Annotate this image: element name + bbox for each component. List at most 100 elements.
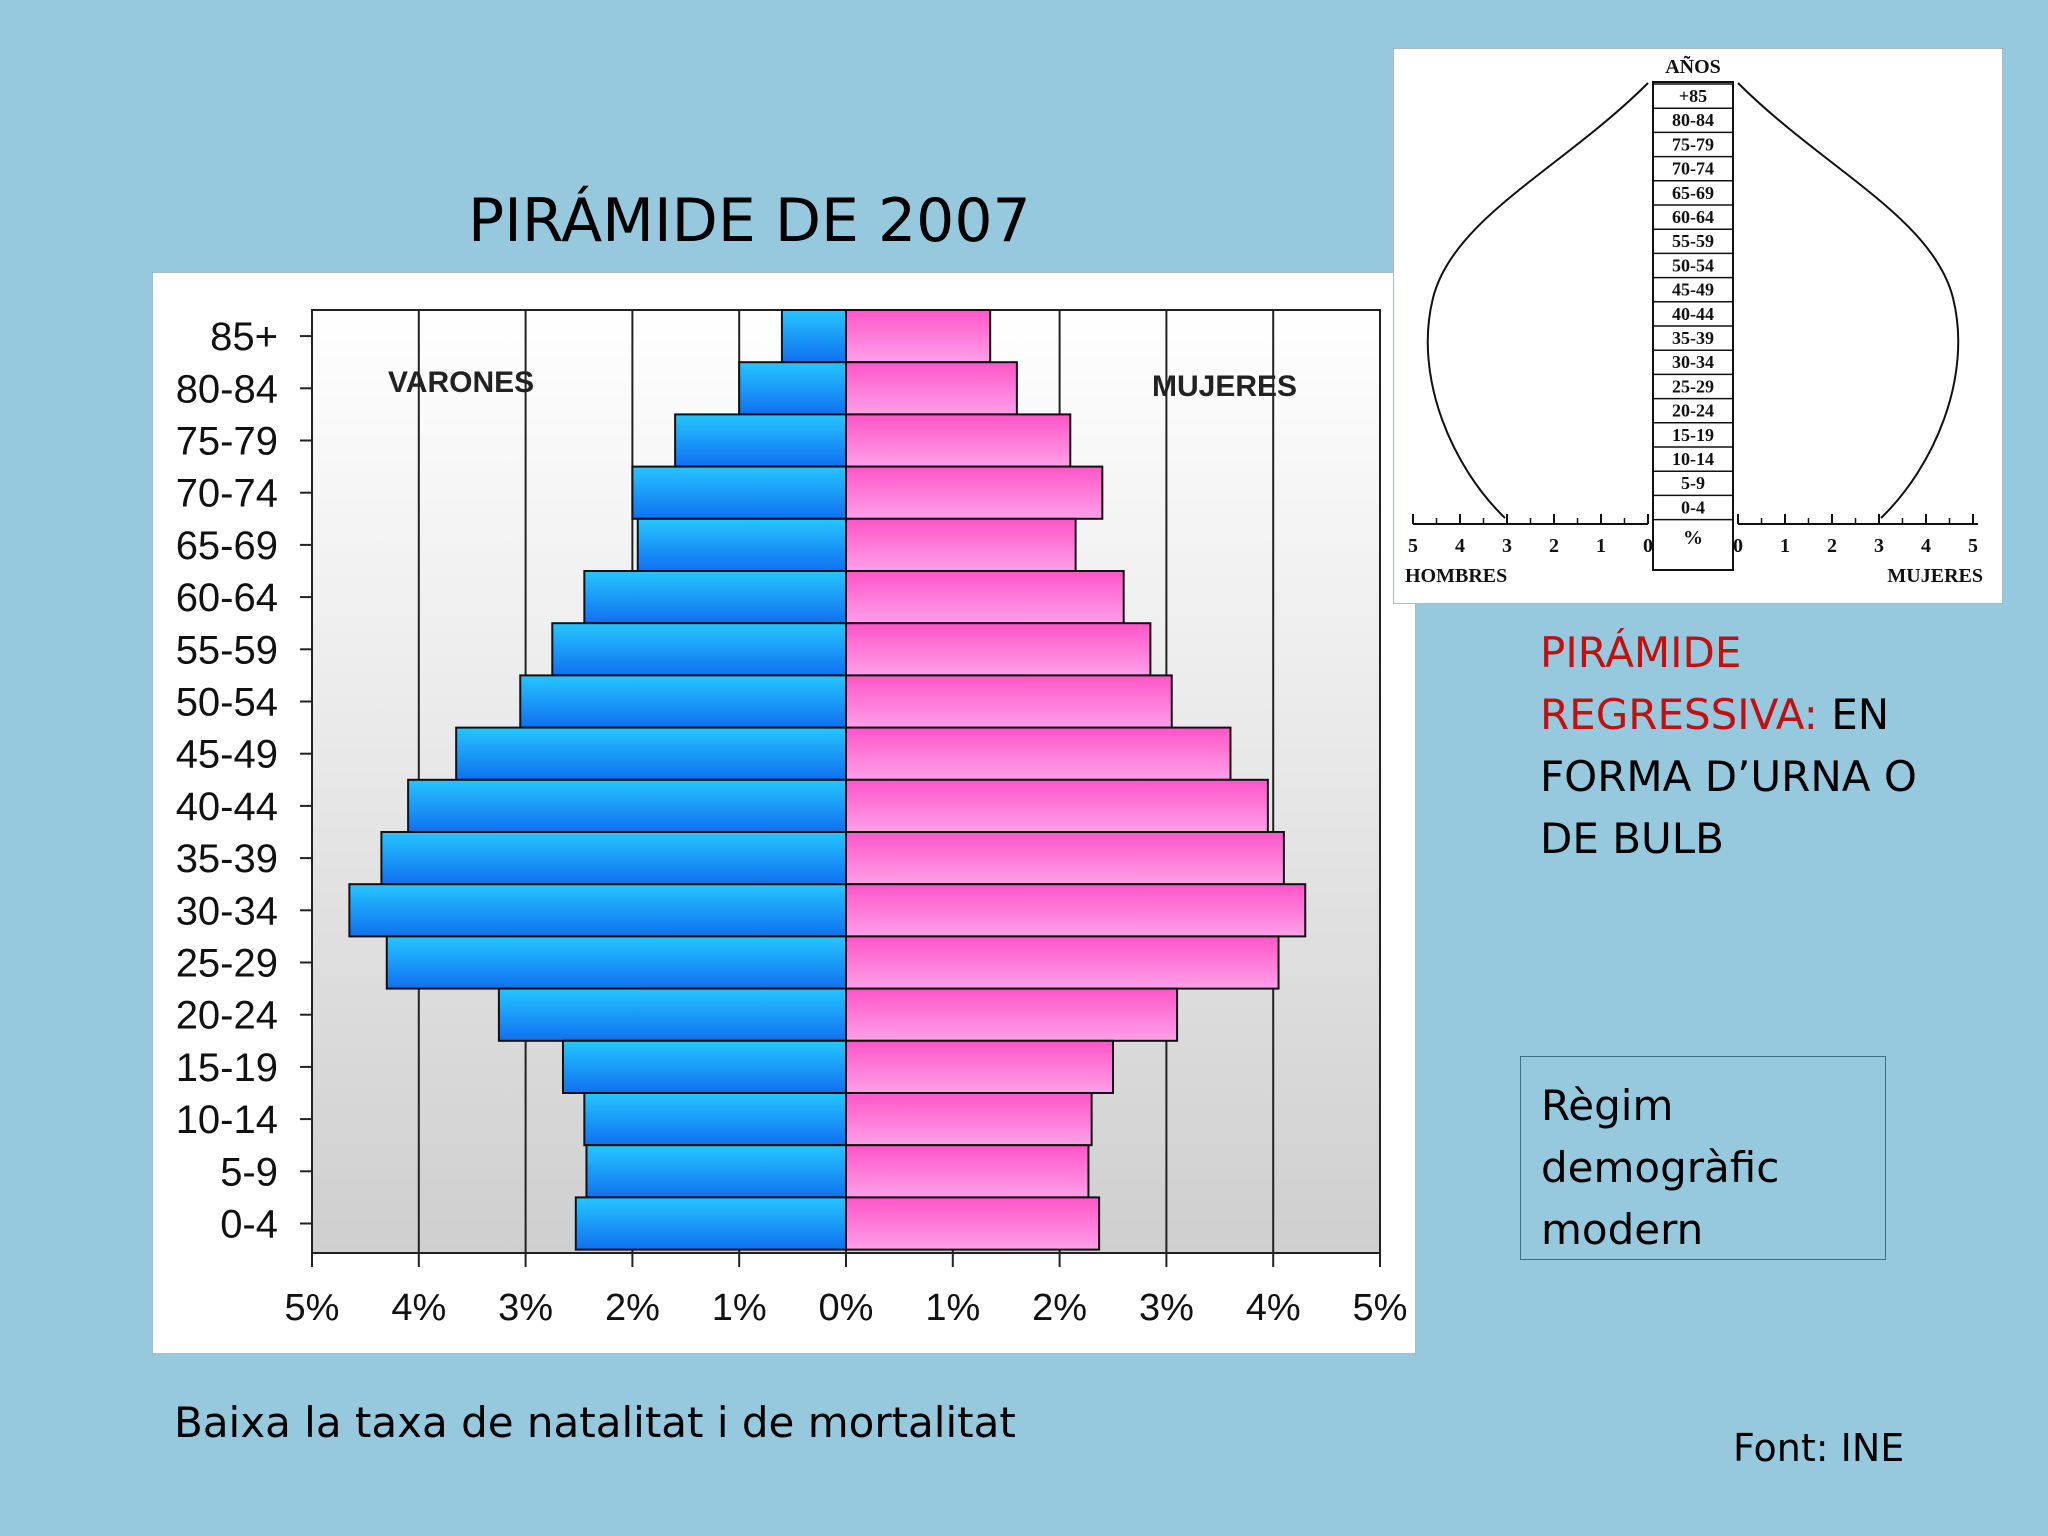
x-tick-label: 5%	[1353, 1287, 1408, 1329]
x-tick-label: 2%	[1032, 1287, 1087, 1329]
right-pyramid-outline	[1737, 82, 1960, 519]
population-pyramid-2007: 5% 4% 3% 2% 1% 0% 1% 2% 3% 4% 5% 85+ 80-84 75-79 70-74…	[152, 272, 1416, 1354]
x-tick-label: 4%	[391, 1287, 446, 1329]
bar-male-0-4	[574, 1196, 847, 1251]
y-tick-label: 65-69	[176, 524, 278, 568]
inset-age-label: 15-19	[1672, 425, 1714, 445]
pyramid-shape-text: EN FORMA D’URNA O DE BULB	[1540, 690, 1917, 863]
inset-age-label: 80-84	[1672, 110, 1714, 130]
inset-x-tick-label: 3	[1874, 535, 1884, 557]
inset-age-label: 10-14	[1672, 449, 1714, 469]
bar-male-80-84	[738, 361, 848, 416]
x-tick-label: 1%	[712, 1287, 767, 1329]
bar-female-85+	[845, 309, 992, 364]
inset-age-label: 45-49	[1672, 280, 1714, 300]
x-tick-label: 3%	[498, 1287, 553, 1329]
y-tick-label: 20-24	[176, 994, 278, 1038]
inset-x-tick-label: 4	[1455, 535, 1465, 557]
bar-male-60-64	[583, 570, 847, 625]
bar-male-35-39	[380, 831, 847, 886]
bar-male-75-79	[674, 413, 847, 468]
inset-age-label: 5-9	[1681, 473, 1705, 493]
y-tick-label: 55-59	[176, 628, 278, 672]
bar-female-50-54	[845, 674, 1173, 729]
inset-age-label: 55-59	[1672, 231, 1714, 251]
source-note: Font: INE	[1733, 1426, 1905, 1470]
inset-age-label: 40-44	[1672, 304, 1714, 324]
inset-age-label: 75-79	[1672, 134, 1714, 154]
y-tick-label: 80-84	[176, 367, 278, 411]
y-tick-label: 15-19	[176, 1046, 278, 1090]
bar-male-5-9	[585, 1144, 847, 1199]
bar-male-55-59	[551, 622, 847, 677]
bar-male-15-19	[561, 1039, 847, 1094]
slide-title: PIRÁMIDE DE 2007	[468, 186, 1031, 256]
inset-age-label: +85	[1679, 86, 1707, 106]
bar-male-20-24	[497, 987, 847, 1042]
pyramid-description: PIRÁMIDE REGRESSIVA: EN FORMA D’URNA O D…	[1540, 622, 1960, 870]
legend-male: VARONES	[388, 366, 534, 399]
inset-x-tick-label: 5	[1408, 535, 1418, 557]
inset-x-tick-label: 5	[1968, 535, 1978, 557]
bar-male-40-44	[407, 778, 847, 833]
bar-female-0-4	[845, 1196, 1101, 1251]
inset-x-tick-label: 4	[1921, 535, 1931, 557]
inset-age-label: 50-54	[1672, 255, 1714, 275]
inset-age-label: 0-4	[1681, 497, 1705, 517]
legend-female: MUJERES	[1152, 370, 1297, 403]
inset-age-label: 35-39	[1672, 328, 1714, 348]
inset-x-tick-label: 2	[1549, 535, 1559, 557]
inset-age-label: 30-34	[1672, 352, 1714, 372]
y-tick-label: 75-79	[176, 420, 278, 464]
inset-x-tick-label: 3	[1502, 535, 1512, 557]
x-tick-label: 0%	[819, 1287, 874, 1329]
inset-age-label: 65-69	[1672, 183, 1714, 203]
bar-male-65-69	[636, 517, 847, 573]
left-pyramid-outline	[1426, 82, 1649, 519]
x-tick-label: 2%	[605, 1287, 660, 1329]
bar-female-60-64	[845, 570, 1125, 625]
bar-male-25-29	[385, 935, 847, 990]
inset-age-label: 60-64	[1672, 207, 1714, 227]
inset-age-label: 70-74	[1672, 159, 1714, 179]
bar-male-30-34	[348, 883, 847, 938]
bar-male-50-54	[519, 674, 847, 729]
regime-line-3: modern	[1541, 1205, 1704, 1254]
x-tick-label: 5%	[285, 1287, 340, 1329]
y-tick-label: 50-54	[176, 681, 278, 725]
y-tick-label: 30-34	[176, 889, 278, 933]
bar-male-10-14	[583, 1092, 847, 1147]
bar-female-5-9	[845, 1144, 1090, 1199]
y-tick-label: 10-14	[176, 1098, 278, 1142]
y-tick-label: 70-74	[176, 472, 278, 516]
bar-female-10-14	[845, 1092, 1093, 1147]
bar-male-85+	[780, 309, 847, 364]
regime-line-1: Règim	[1541, 1081, 1674, 1130]
bar-female-75-79	[845, 413, 1072, 468]
y-tick-label: 40-44	[176, 785, 278, 829]
inset-age-label: 20-24	[1672, 401, 1714, 421]
inset-label-mujeres: MUJERES	[1887, 565, 1983, 587]
bar-female-25-29	[845, 935, 1280, 990]
y-tick-label: 85+	[210, 315, 278, 359]
bar-female-65-69	[845, 517, 1077, 573]
inset-x-tick-label: 1	[1780, 535, 1790, 557]
demographic-regime-box: Règim demogràfic modern	[1520, 1056, 1886, 1260]
bar-female-35-39	[845, 831, 1285, 886]
inset-axis-title: AÑOS	[1665, 55, 1721, 78]
bar-male-45-49	[455, 726, 847, 781]
bar-female-30-34	[845, 883, 1307, 938]
bar-female-15-19	[845, 1039, 1114, 1094]
x-tick-label: 1%	[925, 1287, 980, 1329]
x-tick-label: 3%	[1139, 1287, 1194, 1329]
y-tick-label: 5-9	[220, 1150, 278, 1194]
regressive-pyramid-schematic: AÑOS +8580-8475-7970-7465-6960-6455-5950…	[1393, 48, 2003, 604]
bar-female-20-24	[845, 987, 1179, 1042]
y-tick-label: 35-39	[176, 837, 278, 881]
pyramid-type-label: PIRÁMIDE REGRESSIVA:	[1540, 628, 1818, 739]
inset-x-tick-label: %	[1683, 527, 1703, 549]
inset-label-hombres: HOMBRES	[1405, 565, 1507, 587]
inset-x-tick-label: 0	[1643, 535, 1653, 557]
bar-female-80-84	[845, 361, 1018, 416]
conclusion-text: Baixa la taxa de natalitat i de mortalit…	[174, 1398, 1016, 1447]
